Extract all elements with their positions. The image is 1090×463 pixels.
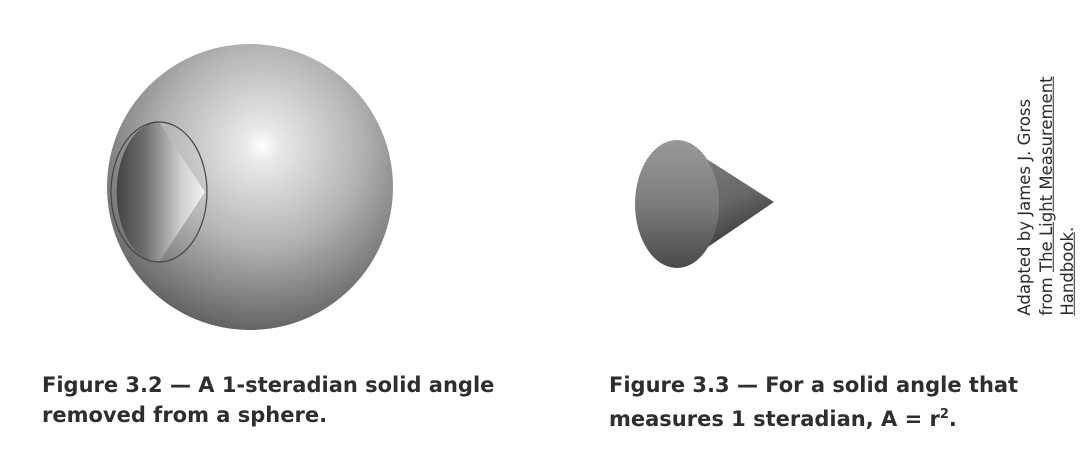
caption-line: Figure 3.3 — For a solid angle that xyxy=(609,373,1019,397)
caption-line: removed from a sphere. xyxy=(42,403,328,427)
credit-line: Handbook. xyxy=(1057,76,1079,316)
caption-text: measures 1 steradian, A = r xyxy=(609,407,940,431)
cone-hole xyxy=(110,121,208,263)
book-title: Handbook xyxy=(1057,231,1077,316)
cone xyxy=(635,140,774,268)
figure-3-2-caption: Figure 3.2 — A 1-steradian solid angle r… xyxy=(42,370,494,430)
sphere xyxy=(107,44,393,330)
credit-line: from The Light Measurement xyxy=(1035,76,1057,315)
caption-line: measures 1 steradian, A = r2. xyxy=(609,400,1018,434)
cone-base xyxy=(635,140,719,268)
book-title: The Light Measurement xyxy=(1036,76,1056,272)
sphere-with-removed-cone xyxy=(107,44,393,330)
source-credit: Adapted by James J. Gross from The Light… xyxy=(1014,76,1079,315)
credit-text: from xyxy=(1036,271,1056,316)
caption-line: Figure 3.2 — A 1-steradian solid angle xyxy=(42,373,495,397)
figure-3-3-caption: Figure 3.3 — For a solid angle that meas… xyxy=(609,370,1018,434)
credit-text: . xyxy=(1057,226,1077,232)
credit-line: Adapted by James J. Gross xyxy=(1014,98,1034,316)
superscript: 2 xyxy=(939,407,949,422)
caption-text: . xyxy=(948,407,957,431)
